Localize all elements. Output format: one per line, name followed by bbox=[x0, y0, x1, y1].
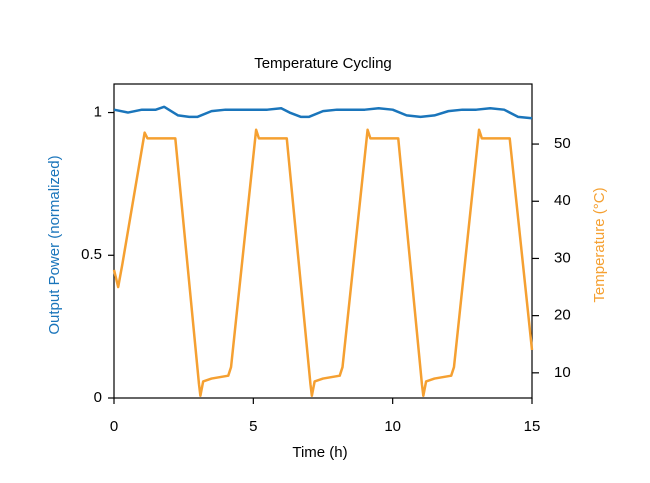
y-axis-label: Output Power (normalized) bbox=[46, 155, 63, 334]
y2-tick-label: 40 bbox=[554, 192, 571, 209]
y2-tick-label: 30 bbox=[554, 249, 571, 266]
y2-axis-label: Temperature (°C) bbox=[591, 187, 608, 302]
chart-title: Temperature Cycling bbox=[254, 55, 392, 72]
x-tick-label: 5 bbox=[249, 418, 257, 435]
x-tick-label: 0 bbox=[110, 418, 118, 435]
y-tick-label: 0.5 bbox=[81, 246, 102, 263]
x-axis-label: Time (h) bbox=[292, 444, 347, 461]
y2-tick-label: 50 bbox=[554, 135, 571, 152]
x-tick-label: 10 bbox=[384, 418, 401, 435]
y-tick-label: 0 bbox=[94, 389, 102, 406]
data-line bbox=[112, 128, 534, 397]
data-line bbox=[113, 105, 533, 120]
y-tick-label: 1 bbox=[94, 104, 102, 121]
y2-tick-label: 20 bbox=[554, 307, 571, 324]
x-tick-label: 15 bbox=[524, 418, 541, 435]
plot-frame bbox=[113, 83, 533, 399]
y2-tick-label: 10 bbox=[554, 364, 571, 381]
